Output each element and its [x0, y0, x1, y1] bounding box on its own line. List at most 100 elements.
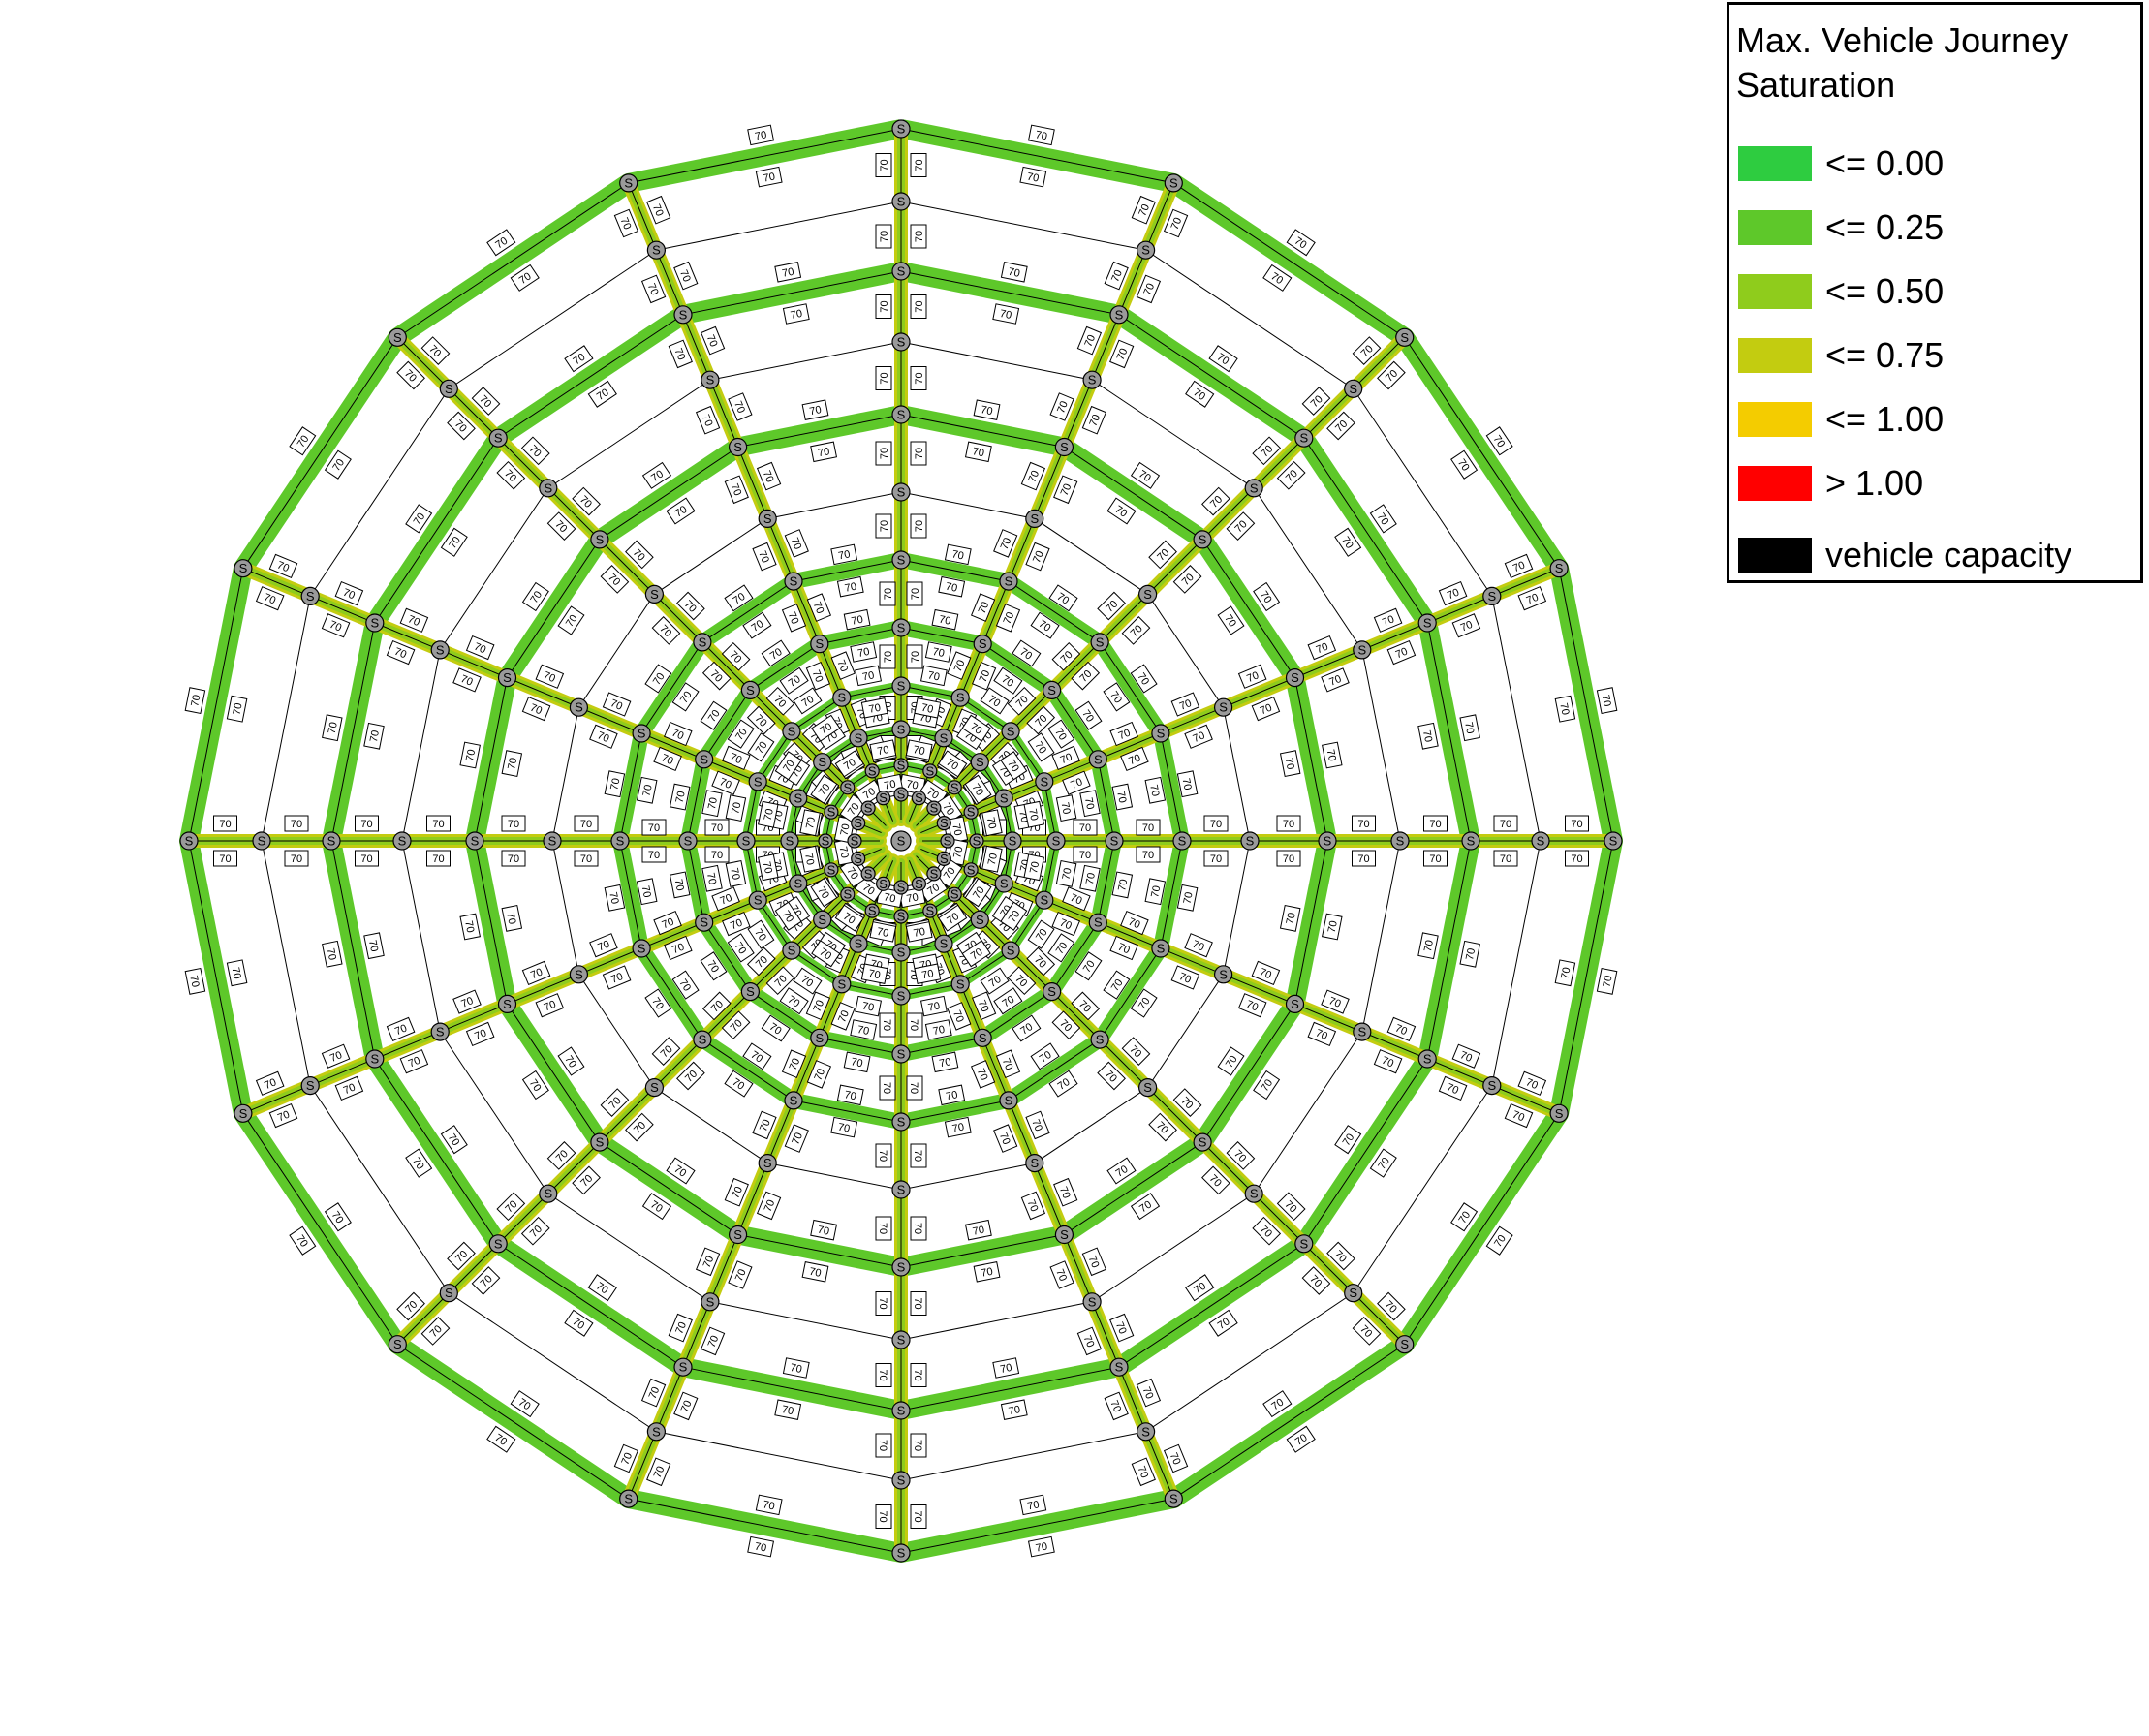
capacity-label-box	[641, 819, 667, 836]
capacity-label-box	[784, 529, 809, 558]
capacity-label: 70	[1459, 714, 1480, 742]
capacity-label: 70	[386, 1016, 416, 1042]
stop-label: S	[868, 904, 877, 918]
capacity-label-box	[496, 460, 526, 490]
capacity-label-box	[1276, 460, 1306, 490]
capacity-label: 70	[625, 540, 654, 570]
stop-circle	[252, 831, 271, 851]
capacity-label: 70	[644, 664, 672, 694]
capacity-label-text: 70	[648, 822, 660, 834]
capacity-label-box	[774, 751, 802, 781]
capacity-label: 70	[964, 1219, 992, 1241]
capacity-label-text: 70	[914, 372, 925, 384]
stop: S	[891, 943, 911, 962]
capacity-label-text: 70	[976, 999, 991, 1014]
capacity-label: 70	[810, 878, 838, 908]
capacity-label-box	[1459, 714, 1480, 742]
capacity-label: 70	[386, 639, 416, 666]
capacity-label: 70	[1438, 580, 1468, 606]
stop-label: S	[837, 691, 846, 705]
stop: S	[234, 1103, 253, 1123]
capacity-label-box	[1019, 166, 1047, 188]
capacity-label-text: 70	[1375, 512, 1391, 528]
capacity-label-text: 70	[779, 909, 795, 925]
stop-circle	[1001, 722, 1020, 741]
capacity-label-text: 70	[1258, 966, 1273, 981]
capacity-label-box	[600, 565, 630, 594]
capacity-label: 70	[843, 608, 871, 631]
capacity-label-text: 70	[1007, 909, 1023, 925]
capacity-label-box	[1131, 1457, 1156, 1487]
stop-circle	[832, 688, 852, 707]
capacity-label-text: 70	[811, 999, 826, 1014]
stop-circle	[388, 1335, 407, 1354]
capacity-label-box	[755, 1494, 783, 1516]
capacity-label-text: 70	[768, 646, 785, 663]
capacity-label-text: 70	[836, 1008, 852, 1024]
capacity-label: 70	[944, 543, 972, 566]
capacity-label-text: 70	[504, 912, 517, 925]
capacity-label-text: 70	[787, 673, 803, 690]
legend-label: <= 1.00	[1825, 399, 1945, 439]
capacity-label-box	[747, 1535, 775, 1558]
capacity-label-text: 70	[945, 911, 961, 927]
capacity-label-text: 70	[1285, 912, 1298, 925]
capacity-label: 70	[910, 441, 927, 466]
capacity-label: 70	[855, 995, 883, 1017]
stop-label: S	[624, 1492, 633, 1506]
stop: S	[936, 851, 951, 867]
capacity-label: 70	[668, 1313, 693, 1343]
stop-label: S	[794, 877, 802, 891]
capacity-label-text: 70	[1283, 819, 1294, 830]
capacity-label-text: 70	[1137, 202, 1152, 218]
capacity-label: 70	[1279, 750, 1301, 778]
capacity-label: 70	[970, 1060, 996, 1089]
capacity-label-text: 70	[1141, 282, 1157, 297]
capacity-label: 70	[226, 959, 248, 987]
capacity-label-text: 70	[730, 801, 743, 815]
capacity-label: 70	[765, 686, 795, 716]
capacity-label-box	[625, 1112, 654, 1142]
capacity-label-text: 70	[678, 690, 695, 706]
stop-circle	[728, 437, 748, 457]
stop: S	[1088, 913, 1107, 932]
capacity-label-box	[1451, 1043, 1481, 1069]
capacity-label-box	[931, 608, 959, 631]
capacity-label: 70	[363, 722, 385, 750]
capacity-label-box	[501, 815, 526, 832]
capacity-label: 70	[914, 698, 942, 719]
capacity-label-box	[725, 859, 747, 887]
capacity-label-box	[613, 1443, 639, 1473]
stop-label: S	[652, 243, 661, 258]
capacity-label-text: 70	[1224, 1054, 1240, 1070]
radial-route-centerline	[396, 855, 887, 1346]
capacity-label: 70	[830, 651, 856, 680]
capacity-label: 70	[1048, 1070, 1078, 1098]
capacity-label-text: 70	[392, 646, 408, 662]
capacity-label-box	[1307, 1021, 1337, 1047]
stop: S	[693, 633, 712, 652]
capacity-label-box	[724, 1070, 754, 1098]
stop: S	[947, 780, 962, 795]
stop: S	[891, 550, 911, 570]
capacity-label-box	[910, 1143, 927, 1168]
stop: S	[1109, 305, 1129, 325]
stop-circle	[646, 1422, 667, 1442]
stop-circle	[782, 941, 801, 960]
capacity-label-text: 70	[1079, 850, 1091, 861]
stop-circle	[891, 618, 911, 637]
capacity-label-box	[1352, 336, 1382, 365]
capacity-label-box	[1438, 580, 1468, 606]
capacity-label-text: 70	[860, 882, 877, 898]
stop-circle	[963, 804, 979, 820]
capacity-label: 70	[255, 1070, 285, 1096]
stop: S	[1151, 724, 1170, 743]
capacity-label-box	[765, 966, 795, 996]
stop-circle	[1054, 1224, 1074, 1245]
stop-circle	[644, 1077, 665, 1098]
capacity-label-box	[836, 575, 864, 598]
capacity-label: 70	[980, 687, 1010, 715]
capacity-label: 70	[830, 1002, 856, 1031]
capacity-label-box	[1286, 1425, 1316, 1453]
stop-circle	[1344, 1284, 1363, 1303]
